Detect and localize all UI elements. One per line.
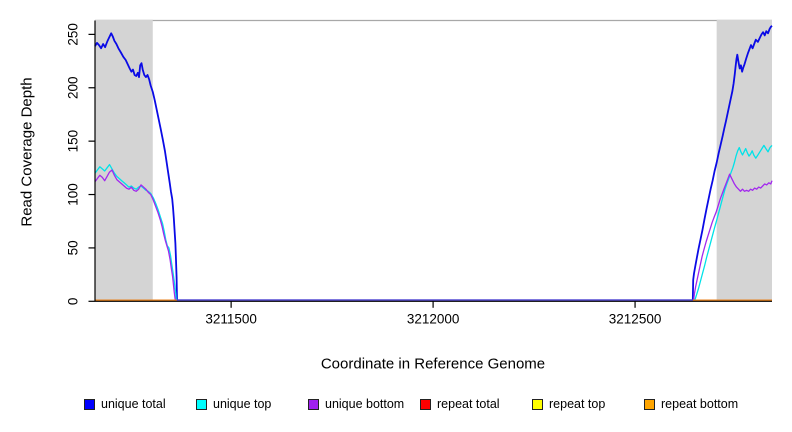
y-tick-label: 0 xyxy=(66,298,81,306)
y-tick-label: 50 xyxy=(66,240,81,255)
x-tick-label: 3212000 xyxy=(407,311,460,326)
series-unique-top xyxy=(94,144,773,301)
series-unique-total xyxy=(94,25,773,302)
y-axis-title: Read Coverage Depth xyxy=(18,77,36,227)
series-unique-bottom xyxy=(94,169,773,301)
y-tick-label: 200 xyxy=(66,76,81,99)
x-tick-label: 3212500 xyxy=(609,311,662,326)
y-tick-label: 250 xyxy=(66,23,81,46)
x-tick-label: 3211500 xyxy=(205,311,257,326)
x-axis-title: Coordinate in Reference Genome xyxy=(320,355,546,373)
shaded-region xyxy=(95,19,153,302)
y-tick-label: 100 xyxy=(66,183,81,206)
y-tick-label: 150 xyxy=(66,130,81,153)
